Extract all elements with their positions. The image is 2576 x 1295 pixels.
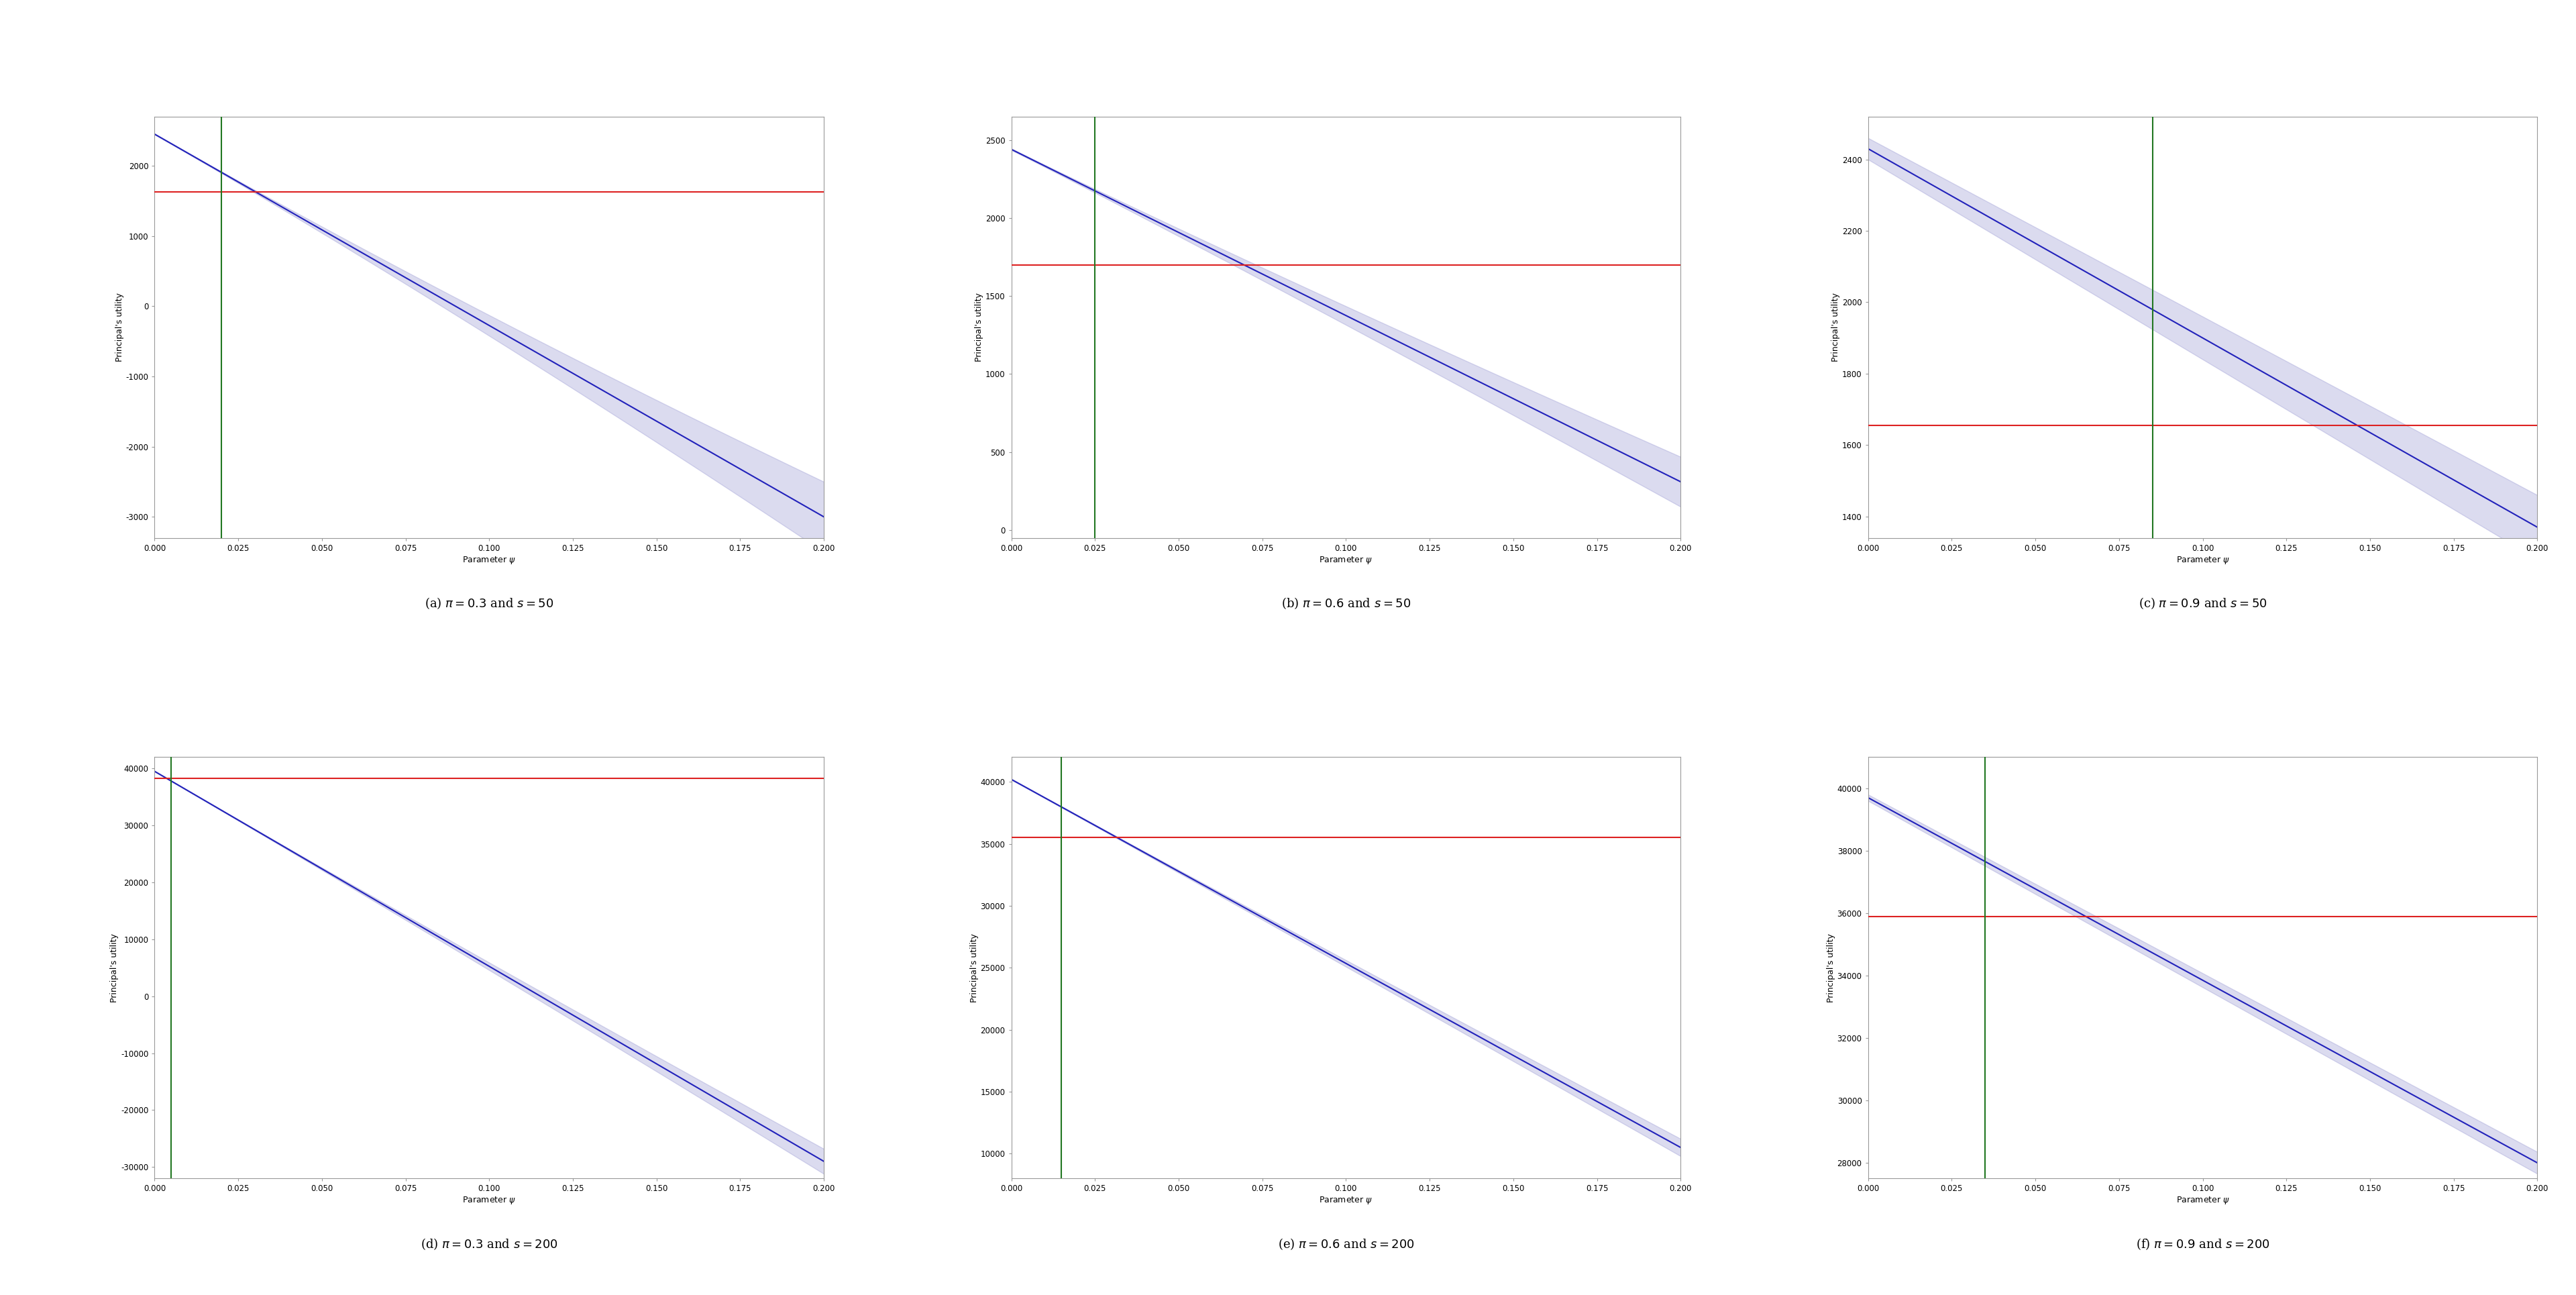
Y-axis label: Principal's utility: Principal's utility (116, 293, 124, 361)
Y-axis label: Principal's utility: Principal's utility (974, 293, 984, 361)
X-axis label: Parameter $\psi$: Parameter $\psi$ (1319, 1195, 1373, 1206)
Text: (d) $\pi = 0.3$ and $s = 200$: (d) $\pi = 0.3$ and $s = 200$ (420, 1237, 559, 1251)
X-axis label: Parameter $\psi$: Parameter $\psi$ (461, 1195, 515, 1206)
X-axis label: Parameter $\psi$: Parameter $\psi$ (461, 554, 515, 566)
X-axis label: Parameter $\psi$: Parameter $\psi$ (1319, 554, 1373, 566)
Y-axis label: Principal's utility: Principal's utility (969, 934, 979, 1002)
Y-axis label: Principal's utility: Principal's utility (1832, 293, 1839, 361)
Text: (c) $\pi = 0.9$ and $s = 50$: (c) $\pi = 0.9$ and $s = 50$ (2138, 596, 2267, 611)
Y-axis label: Principal's utility: Principal's utility (1826, 934, 1834, 1002)
X-axis label: Parameter $\psi$: Parameter $\psi$ (2177, 1195, 2231, 1206)
Text: (f) $\pi = 0.9$ and $s = 200$: (f) $\pi = 0.9$ and $s = 200$ (2136, 1237, 2269, 1251)
X-axis label: Parameter $\psi$: Parameter $\psi$ (2177, 554, 2231, 566)
Text: (b) $\pi = 0.6$ and $s = 50$: (b) $\pi = 0.6$ and $s = 50$ (1280, 596, 1412, 611)
Y-axis label: Principal's utility: Principal's utility (111, 934, 118, 1002)
Text: (a) $\pi = 0.3$ and $s = 50$: (a) $\pi = 0.3$ and $s = 50$ (425, 596, 554, 611)
Text: (e) $\pi = 0.6$ and $s = 200$: (e) $\pi = 0.6$ and $s = 200$ (1278, 1237, 1414, 1251)
